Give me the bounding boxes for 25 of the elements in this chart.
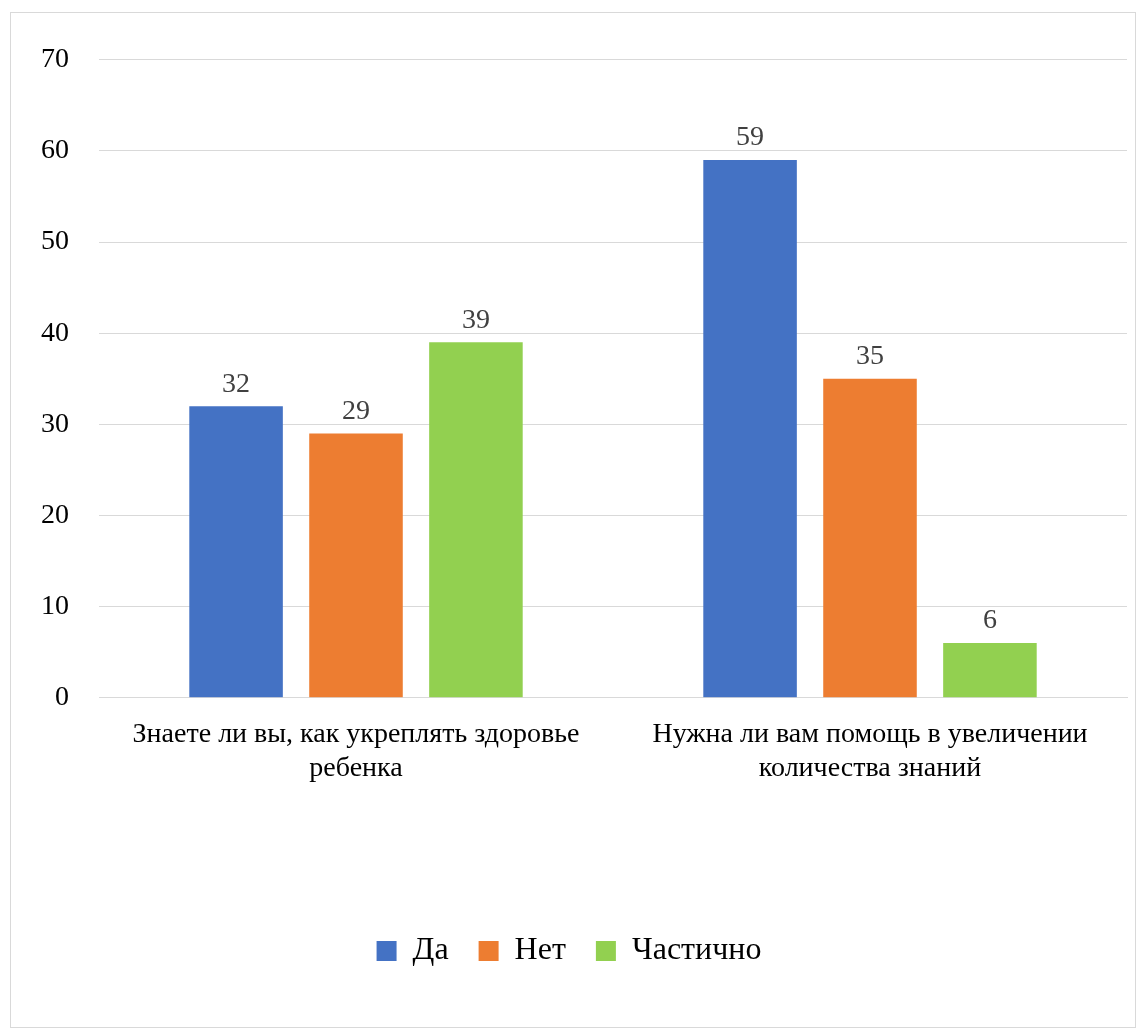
y-tick-label: 70: [41, 42, 69, 74]
data-label: 59: [736, 120, 765, 152]
bar: [189, 406, 283, 698]
bar: [703, 160, 797, 698]
data-label: 35: [856, 339, 884, 371]
x-tick-label: Знаете ли вы, как укреплять здоровье ребенка: [132, 716, 580, 782]
y-tick-label: 50: [41, 224, 69, 256]
data-label: 32: [222, 366, 251, 398]
bar: [429, 342, 523, 698]
y-tick-label: 20: [41, 497, 69, 529]
y-tick-label: 10: [41, 589, 69, 621]
legend-label: Да: [412, 930, 449, 967]
data-label: 6: [982, 603, 997, 635]
bar: [823, 378, 917, 698]
y-tick-label: 40: [41, 315, 69, 347]
data-label: 29: [342, 393, 370, 425]
legend-label: Частично: [631, 930, 762, 967]
x-tick-label: Нужна ли вам помощь в увеличении количества знаний: [652, 716, 1088, 782]
data-label: 39: [461, 302, 490, 334]
legend-label: Нет: [514, 930, 566, 967]
y-tick-label: 30: [41, 406, 69, 438]
y-tick-label: 60: [41, 133, 69, 165]
y-tick-label: 0: [55, 680, 69, 712]
bar: [943, 643, 1037, 698]
bar: [309, 433, 403, 698]
